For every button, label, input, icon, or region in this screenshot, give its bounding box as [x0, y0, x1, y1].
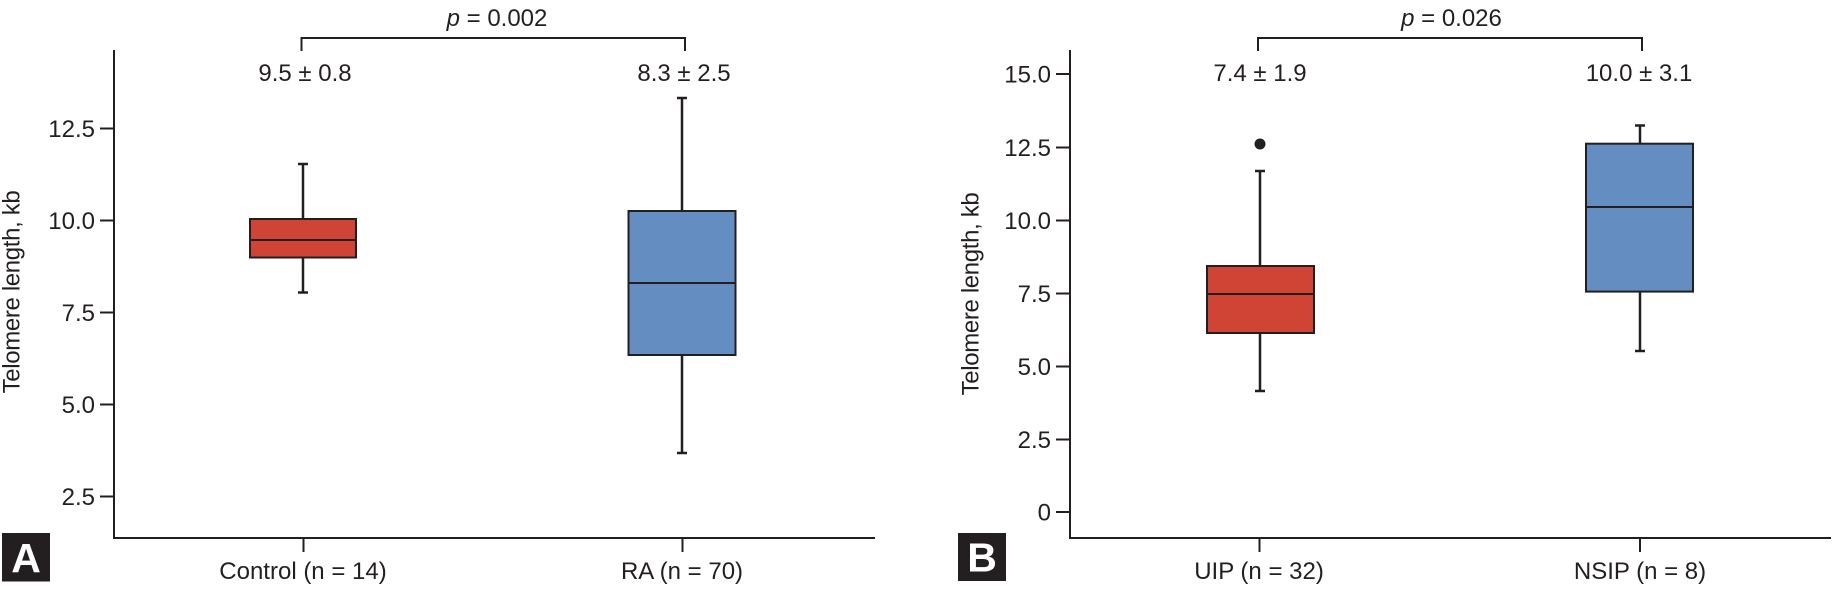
svg-text:Telomere length, kb: Telomere length, kb — [958, 193, 985, 396]
svg-text:B: B — [967, 535, 997, 581]
svg-text:p = 0.002: p = 0.002 — [446, 5, 548, 32]
svg-text:5.0: 5.0 — [1018, 354, 1051, 381]
svg-text:15.0: 15.0 — [1004, 62, 1051, 89]
svg-text:2.5: 2.5 — [62, 484, 95, 511]
svg-text:p = 0.026: p = 0.026 — [1400, 5, 1502, 32]
svg-text:5.0: 5.0 — [62, 392, 95, 419]
svg-text:2.5: 2.5 — [1018, 427, 1051, 454]
svg-text:A: A — [11, 535, 41, 581]
svg-text:0: 0 — [1038, 500, 1051, 527]
svg-text:Telomere length, kb: Telomere length, kb — [0, 191, 26, 394]
svg-text:7.5: 7.5 — [1018, 281, 1051, 308]
svg-text:RA (n = 70): RA (n = 70) — [621, 558, 743, 585]
svg-text:9.5 ± 0.8: 9.5 ± 0.8 — [258, 60, 351, 87]
svg-text:12.5: 12.5 — [48, 116, 95, 143]
svg-text:12.5: 12.5 — [1004, 135, 1051, 162]
svg-text:10.0: 10.0 — [1004, 208, 1051, 235]
svg-text:UIP (n = 32): UIP (n = 32) — [1194, 558, 1324, 585]
svg-text:10.0 ± 3.1: 10.0 ± 3.1 — [1586, 60, 1693, 87]
svg-text:10.0: 10.0 — [48, 208, 95, 235]
svg-text:7.4 ± 1.9: 7.4 ± 1.9 — [1213, 60, 1306, 87]
svg-text:NSIP (n = 8): NSIP (n = 8) — [1574, 558, 1706, 585]
svg-text:Control (n = 14): Control (n = 14) — [219, 558, 386, 585]
svg-text:7.5: 7.5 — [62, 300, 95, 327]
svg-text:8.3 ± 2.5: 8.3 ± 2.5 — [637, 60, 730, 87]
